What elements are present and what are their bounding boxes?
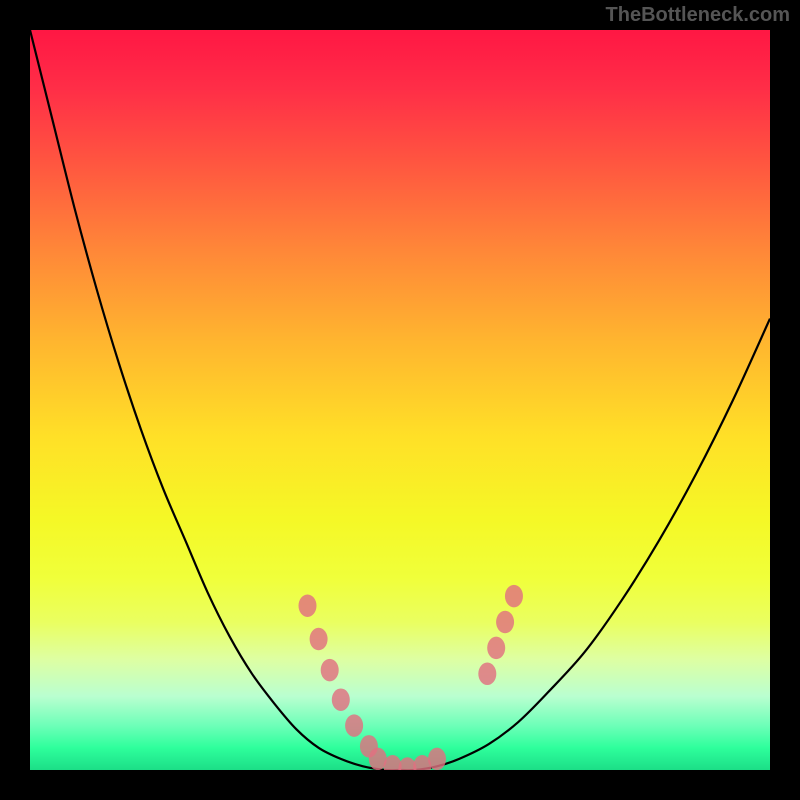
marker-right [478, 663, 496, 686]
plot-area [30, 30, 770, 770]
marker-left [321, 659, 339, 682]
bottleneck-curve [30, 30, 770, 770]
marker-left [345, 714, 363, 737]
marker-right [487, 637, 505, 660]
chart-svg [30, 30, 770, 770]
marker-right [496, 611, 514, 634]
watermark-text: TheBottleneck.com [606, 4, 790, 27]
marker-bottom [428, 748, 446, 770]
marker-left [299, 594, 317, 617]
marker-right [505, 585, 523, 608]
marker-left [310, 628, 328, 651]
marker-left [332, 688, 350, 711]
curve-markers [299, 585, 523, 770]
